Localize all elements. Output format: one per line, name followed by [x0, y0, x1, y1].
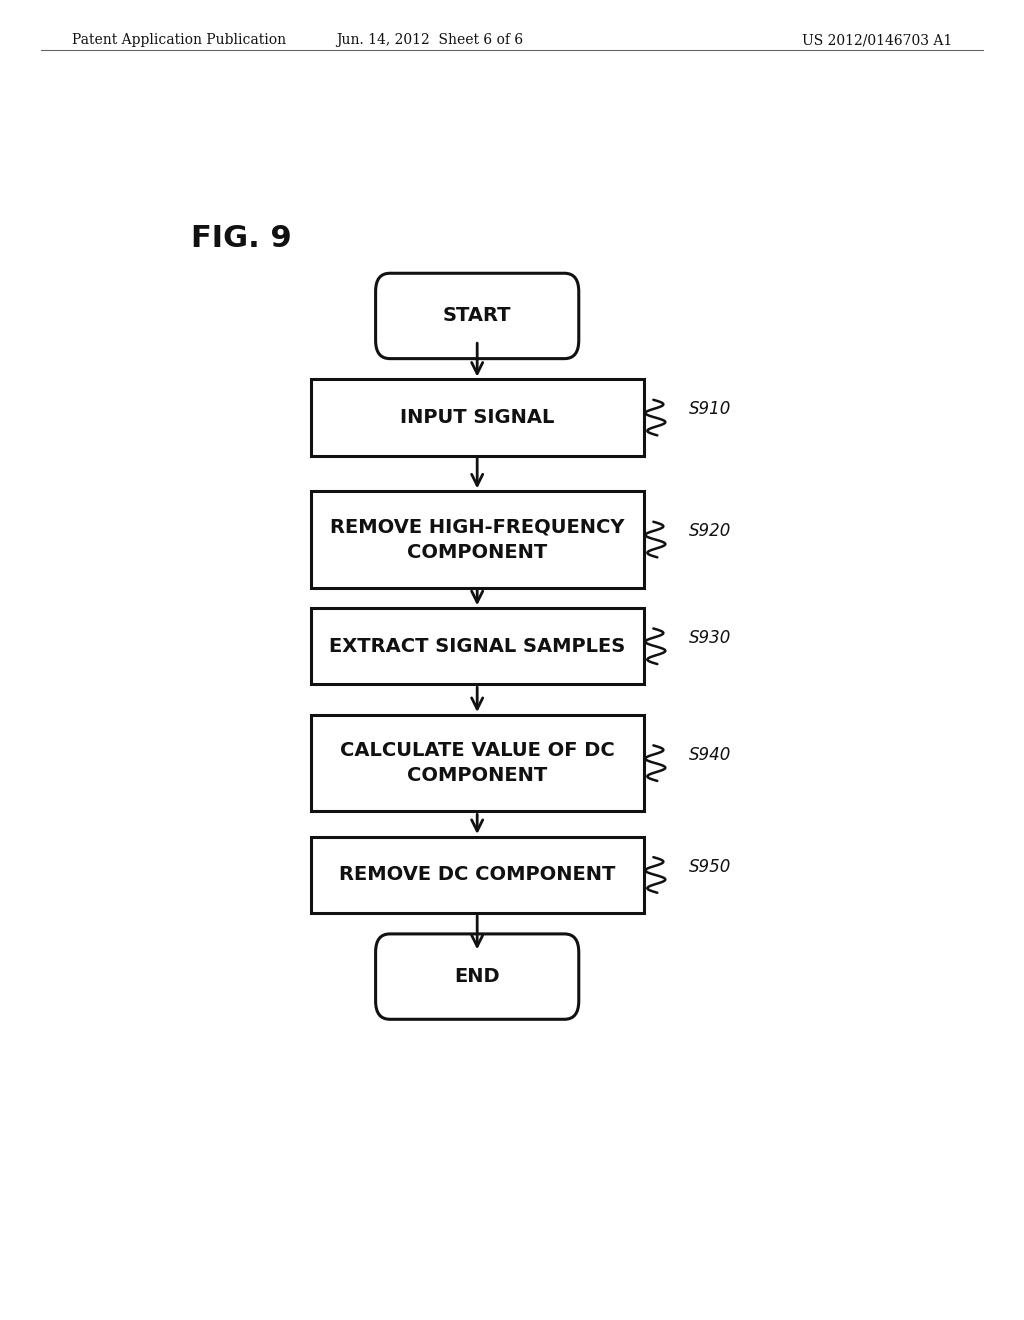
Text: START: START	[443, 306, 511, 326]
Text: S910: S910	[689, 400, 731, 418]
Bar	[310, 837, 644, 913]
Text: S930: S930	[689, 630, 731, 647]
Text: REMOVE DC COMPONENT: REMOVE DC COMPONENT	[339, 866, 615, 884]
Text: FIG. 9: FIG. 9	[191, 224, 292, 253]
Text: REMOVE HIGH-FREQUENCY
COMPONENT: REMOVE HIGH-FREQUENCY COMPONENT	[330, 517, 625, 561]
Text: S940: S940	[689, 746, 731, 764]
Text: CALCULATE VALUE OF DC
COMPONENT: CALCULATE VALUE OF DC COMPONENT	[340, 741, 614, 785]
Text: INPUT SIGNAL: INPUT SIGNAL	[400, 408, 554, 428]
Text: END: END	[455, 968, 500, 986]
FancyBboxPatch shape	[376, 273, 579, 359]
Text: EXTRACT SIGNAL SAMPLES: EXTRACT SIGNAL SAMPLES	[329, 636, 626, 656]
Text: Patent Application Publication: Patent Application Publication	[72, 33, 286, 48]
Bar	[310, 379, 644, 455]
Bar	[310, 715, 644, 812]
Bar	[310, 491, 644, 587]
Bar	[310, 609, 644, 684]
FancyBboxPatch shape	[376, 935, 579, 1019]
Text: S920: S920	[689, 523, 731, 540]
Text: Jun. 14, 2012  Sheet 6 of 6: Jun. 14, 2012 Sheet 6 of 6	[337, 33, 523, 48]
Text: US 2012/0146703 A1: US 2012/0146703 A1	[802, 33, 952, 48]
Text: S950: S950	[689, 858, 731, 876]
